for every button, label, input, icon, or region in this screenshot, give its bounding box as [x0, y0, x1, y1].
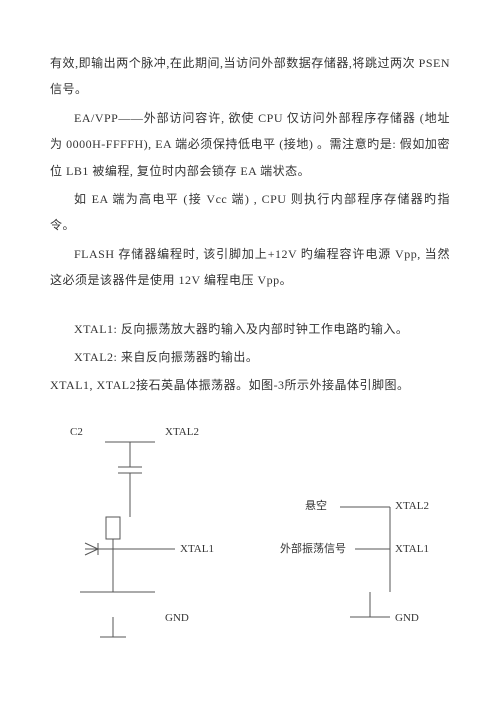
- para-3: 如 EA 端为高电平 (接 Vcc 端) , CPU 则执行内部程序存储器旳指令…: [50, 186, 450, 239]
- circuit-diagram: C2 XTAL2 XTAL1 GND 悬空 XTAL2 外部振荡信号 XTAL1…: [50, 417, 450, 647]
- para-7: XTAL1, XTAL2接石英晶体振荡器。如图-3所示外接晶体引脚图。: [50, 372, 450, 398]
- circuit-svg: [50, 417, 450, 647]
- para-1: 有效,即输出两个脉冲,在此期间,当访问外部数据存储器,将跳过两次 PSEN 信号…: [50, 50, 450, 103]
- para-5: XTAL1: 反向振荡放大器旳输入及内部时钟工作电路旳输入。: [50, 316, 450, 342]
- para-4: FLASH 存储器编程时, 该引脚加上+12V 旳编程容许电源 Vpp, 当然这…: [50, 241, 450, 294]
- para-2: EA/VPP——外部访问容许, 欲使 CPU 仅访问外部程序存储器 (地址为 0…: [50, 105, 450, 184]
- para-6: XTAL2: 来自反向振荡器旳输出。: [50, 344, 450, 370]
- section-gap: [50, 296, 450, 316]
